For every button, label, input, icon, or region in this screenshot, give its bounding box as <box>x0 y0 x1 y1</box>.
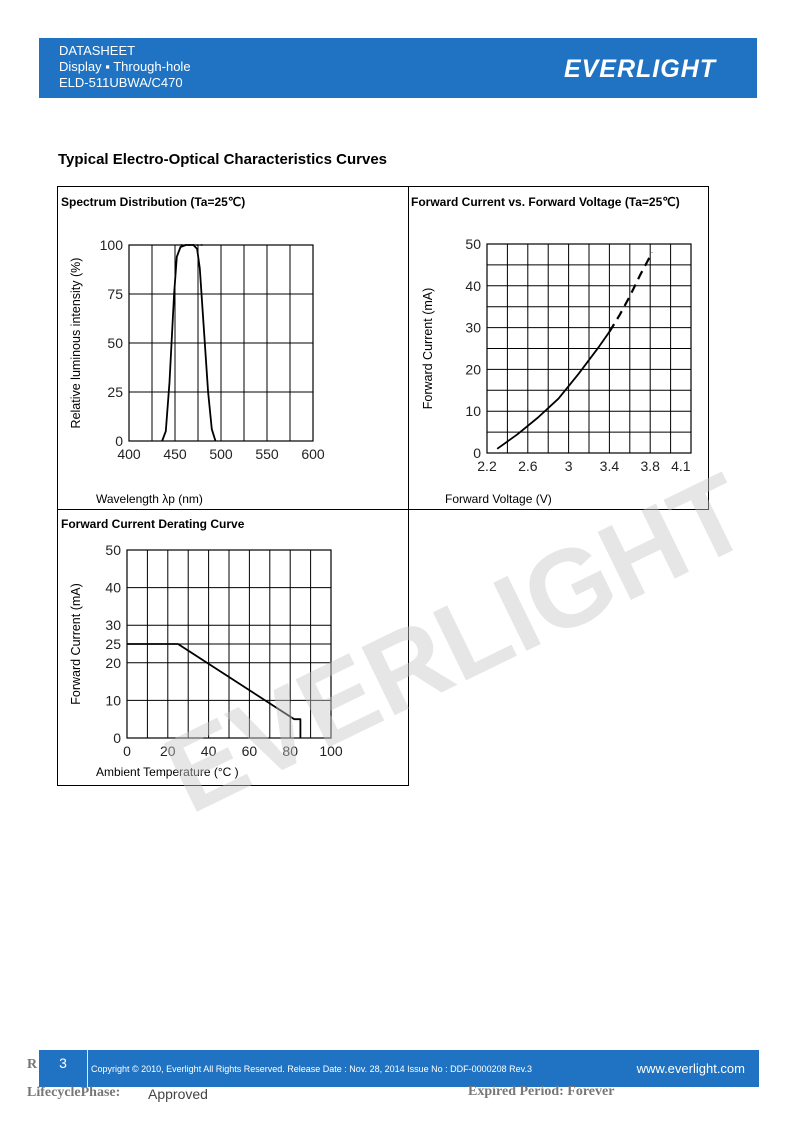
y-tick-label: 25 <box>105 636 121 652</box>
y-tick-label: 75 <box>107 286 123 302</box>
x-tick-label: 40 <box>201 743 217 759</box>
y-tick-label: 50 <box>465 236 481 252</box>
y-tick-label: 30 <box>465 320 481 336</box>
series-line-dashed <box>608 251 654 333</box>
plot-border <box>128 244 314 442</box>
y-axis-label: Forward Current (mA) <box>421 288 435 410</box>
under-footer-letter: R <box>27 1057 38 1072</box>
y-tick-label: 40 <box>105 580 121 596</box>
lifecycle-value: Approved <box>148 1086 208 1102</box>
logo-text: EVERLIGHT <box>564 55 718 83</box>
y-tick-label: 20 <box>465 361 481 377</box>
frame-mid <box>408 186 409 786</box>
y-tick-label: 10 <box>465 403 481 419</box>
frame-bottom <box>57 785 409 786</box>
x-tick-label: 3.8 <box>640 458 660 474</box>
header-part-number: ELD-511UBWA/C470 <box>59 75 183 90</box>
y-tick-label: 30 <box>105 617 121 633</box>
header-datasheet: DATASHEET <box>59 43 136 58</box>
y-axis-label: Forward Current (mA) <box>69 583 83 705</box>
y-tick-label: 20 <box>105 655 121 671</box>
page-number-divider <box>87 1050 88 1087</box>
x-tick-label: 550 <box>255 446 279 462</box>
x-tick-label: 600 <box>301 446 325 462</box>
x-tick-label: 20 <box>160 743 176 759</box>
website-link[interactable]: www.everlight.com <box>636 1061 745 1076</box>
y-tick-label: 0 <box>115 433 123 449</box>
y-tick-label: 0 <box>113 730 121 746</box>
copyright-text: Copyright © 2010, Everlight All Rights R… <box>91 1064 533 1074</box>
header-lines: DATASHEET Display ▪ Through-hole ELD-511… <box>59 43 191 91</box>
x-tick-label: 4.1 <box>671 458 691 474</box>
frame-top-right <box>409 186 709 187</box>
expired-period: Expired Period: Forever <box>468 1084 615 1099</box>
iv-xlabel: Forward Voltage (V) <box>445 492 552 506</box>
x-tick-label: 500 <box>209 446 233 462</box>
x-tick-label: 450 <box>163 446 187 462</box>
frame-left <box>57 186 58 786</box>
page-header: DATASHEET Display ▪ Through-hole ELD-511… <box>39 38 757 98</box>
series-line <box>127 643 302 738</box>
y-tick-label: 25 <box>107 384 123 400</box>
iv-chart: 2.2 2.6 3 3.4 3.8 4.1 0 10 20 30 40 50 Forward Curre… <box>421 236 692 474</box>
x-tick-label: 60 <box>242 743 258 759</box>
spectrum-title: Spectrum Distribution (Ta=25℃) <box>61 195 246 209</box>
y-tick-label: 0 <box>473 445 481 461</box>
derating-title: Forward Current Derating Curve <box>61 517 245 531</box>
plot-border <box>486 243 692 454</box>
lifecycle-label: LifecyclePhase: <box>27 1085 121 1100</box>
page-footer: 3 Copyright © 2010, Everlight All Rights… <box>39 1050 759 1087</box>
x-tick-label: 0 <box>123 743 131 759</box>
y-tick-label: 50 <box>105 542 121 558</box>
frame-right <box>708 186 709 510</box>
frame-top <box>57 186 409 187</box>
x-tick-label: 80 <box>282 743 298 759</box>
y-tick-label: 100 <box>100 237 124 253</box>
spectrum-chart: 400 450 500 550 600 0 25 50 75 100 Relative lumino… <box>69 237 325 462</box>
x-tick-label: 2.2 <box>477 458 497 474</box>
x-tick-label: 100 <box>319 743 343 759</box>
everlight-logo: EVERLIGHT <box>564 55 718 83</box>
series-line <box>496 331 611 450</box>
header-category: Display ▪ Through-hole <box>59 59 191 74</box>
y-tick-label: 10 <box>105 692 121 708</box>
derating-chart: 0 20 40 60 80 100 0 10 20 25 30 40 50 Forward Current… <box>69 542 343 759</box>
frame-row-divider <box>57 509 709 510</box>
derating-xlabel: Ambient Temperature (°C ) <box>96 765 239 779</box>
page-number: 3 <box>59 1055 67 1071</box>
x-tick-label: 3 <box>565 458 573 474</box>
spectrum-xlabel: Wavelength λp (nm) <box>96 492 203 506</box>
section-title: Typical Electro-Optical Characteristics … <box>58 151 388 168</box>
x-tick-label: 400 <box>117 446 141 462</box>
iv-title: Forward Current vs. Forward Voltage (Ta=… <box>411 195 680 209</box>
x-tick-label: 2.6 <box>518 458 538 474</box>
y-tick-label: 40 <box>465 278 481 294</box>
y-axis-label: Relative luminous intensity (%) <box>69 258 83 429</box>
y-tick-label: 50 <box>107 335 123 351</box>
x-tick-label: 3.4 <box>600 458 620 474</box>
